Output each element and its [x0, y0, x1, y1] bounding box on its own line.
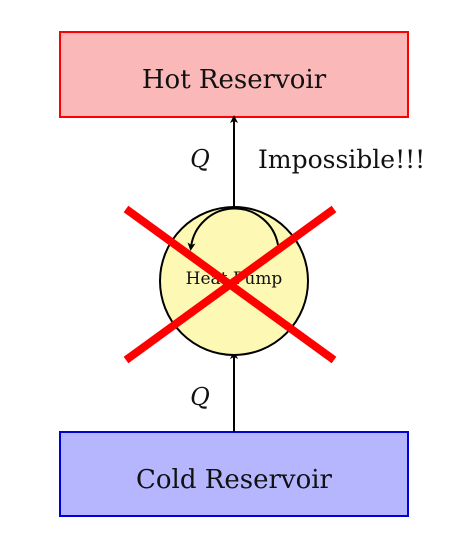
cold-reservoir-label: Cold Reservoir — [136, 465, 333, 495]
impossible-cross-icon — [123, 205, 337, 364]
lower-flow-label: Q — [190, 383, 210, 411]
hot-reservoir: Hot Reservoir — [59, 31, 409, 118]
impossible-label: Impossible!!! — [258, 145, 425, 174]
cold-reservoir-box — [59, 431, 409, 517]
cold-reservoir: Cold Reservoir — [59, 431, 409, 517]
hot-reservoir-box — [59, 31, 409, 118]
upper-flow-label: Q — [190, 145, 210, 173]
hot-reservoir-label: Hot Reservoir — [142, 65, 327, 95]
cycle-arrow-icon — [187, 207, 279, 251]
